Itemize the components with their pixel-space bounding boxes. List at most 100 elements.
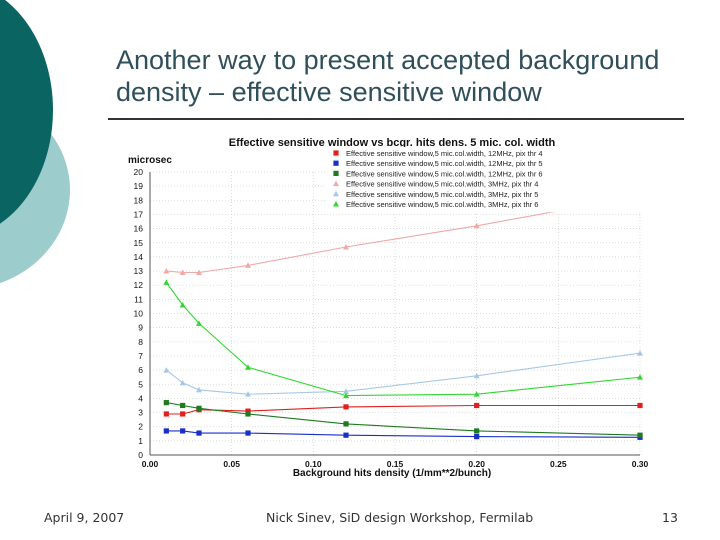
series-5 (163, 350, 643, 397)
data-point (163, 400, 169, 406)
y-tick-label: 12 (134, 280, 144, 290)
data-point (343, 432, 349, 438)
y-tick-label: 13 (134, 266, 144, 276)
x-tick-label: 0.25 (550, 459, 567, 469)
data-point (245, 391, 251, 397)
y-tick-label: 15 (134, 238, 144, 248)
y-tick-label: 9 (138, 323, 143, 333)
y-tick-label: 1 (138, 436, 143, 446)
x-tick-label: 0.20 (468, 459, 485, 469)
title-divider (108, 118, 684, 120)
y-tick-label: 16 (134, 224, 144, 234)
legend-swatch (333, 180, 339, 187)
y-tick-label: 6 (138, 365, 143, 375)
data-point (343, 421, 349, 427)
data-point (245, 408, 251, 414)
data-point (245, 411, 251, 417)
data-point (179, 379, 186, 386)
data-point (343, 404, 349, 410)
data-point (637, 374, 643, 380)
data-point (163, 268, 170, 274)
legend-background (326, 147, 656, 213)
x-tick-label: 0.10 (305, 459, 322, 469)
data-point (196, 269, 202, 275)
data-point (245, 262, 251, 268)
data-point (245, 364, 251, 370)
series-3 (163, 400, 643, 438)
data-point (637, 432, 643, 438)
slide-title: Another way to present accepted backgrou… (116, 45, 660, 107)
y-tick-label: 0 (138, 450, 143, 460)
y-tick-label: 14 (134, 252, 144, 262)
data-point (163, 411, 169, 417)
chart-title: Effective sensitive window vs bcgr. hits… (229, 137, 556, 149)
legend-entry: Effective sensitive window,5 mic.col.wid… (346, 169, 543, 178)
legend: Effective sensitive window,5 mic.col.wid… (326, 147, 656, 213)
data-point (343, 388, 349, 394)
legend-entry: Effective sensitive window,5 mic.col.wid… (346, 149, 543, 158)
data-point (196, 320, 202, 326)
data-point (180, 402, 186, 409)
series-layer (163, 193, 643, 440)
page-number: 13 (662, 510, 678, 525)
y-tick-label: 4 (138, 393, 143, 403)
data-point (163, 428, 169, 434)
legend-entry: Effective sensitive window,5 mic.col.wid… (346, 190, 538, 199)
y-tick-label: 18 (134, 195, 144, 205)
y-axis-label: microsec (128, 155, 172, 166)
legend-swatch (333, 190, 339, 197)
data-point (163, 367, 170, 373)
data-point (196, 405, 202, 411)
data-point (474, 402, 480, 409)
legend-swatch (333, 150, 339, 156)
data-point (179, 269, 186, 275)
dark-teal-circle (0, 0, 53, 224)
y-tick-label: 7 (138, 351, 143, 361)
y-tick-label: 3 (138, 408, 143, 418)
data-point (180, 411, 186, 417)
series-6 (163, 279, 643, 399)
axes (149, 172, 640, 456)
footer-date: April 9, 2007 (44, 510, 125, 525)
y-tick-label: 10 (134, 309, 144, 319)
legend-entry: Effective sensitive window,5 mic.col.wid… (346, 200, 538, 209)
y-tick-label: 2 (138, 422, 143, 432)
x-tick-label: 0.30 (632, 459, 649, 469)
corner-decoration (0, 0, 70, 284)
y-tick-label: 5 (138, 379, 143, 389)
data-point (474, 434, 480, 440)
data-point (196, 386, 202, 393)
data-point (343, 392, 349, 399)
data-point (245, 430, 251, 436)
legend-swatch (333, 160, 339, 166)
y-tick-label: 8 (138, 337, 143, 347)
x-tick-label: 0.00 (142, 459, 159, 469)
y-tick-label: 20 (134, 167, 144, 177)
x-tick-label: 0.05 (223, 459, 240, 469)
data-point (179, 302, 186, 308)
legend-swatch (333, 201, 339, 207)
y-tick-label: 17 (134, 209, 144, 219)
x-tick-labels: 0.00 0.05 0.10 0.15 0.20 0.25 0.30 (142, 459, 649, 469)
legend-swatch (333, 170, 339, 176)
gridlines (149, 171, 641, 456)
data-point (163, 279, 170, 285)
data-point (473, 372, 480, 379)
data-point (637, 350, 643, 356)
data-point (637, 402, 643, 409)
x-axis-label: Background hits density (1/mm**2/bunch) (293, 468, 491, 479)
data-point (473, 222, 480, 229)
data-point (474, 428, 480, 434)
data-point (343, 243, 349, 250)
y-tick-label: 19 (134, 181, 144, 191)
y-tick-label: 11 (134, 294, 143, 304)
footer-credit: Nick Sinev, SiD design Workshop, Fermila… (266, 510, 534, 525)
data-point (196, 430, 202, 436)
data-point (473, 391, 480, 397)
legend-entry: Effective sensitive window,5 mic.col.wid… (346, 159, 543, 168)
x-tick-label: 0.15 (387, 459, 404, 469)
data-point (180, 428, 186, 434)
legend-entry: Effective sensitive window,5 mic.col.wid… (346, 180, 538, 189)
